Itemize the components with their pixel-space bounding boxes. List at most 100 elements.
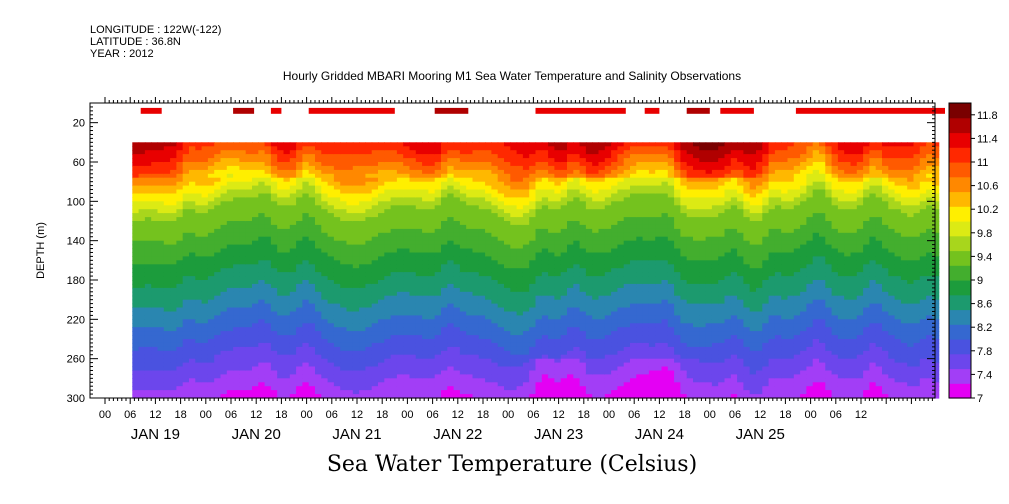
heatmap-cell: [346, 162, 354, 167]
heatmap-cell: [434, 307, 442, 312]
heatmap-cell: [302, 197, 310, 202]
heatmap-cell: [422, 342, 429, 348]
heatmap-cell: [504, 177, 511, 183]
heatmap-cell: [554, 303, 562, 309]
heatmap-cell: [189, 236, 196, 242]
heatmap-cell: [163, 205, 171, 210]
heatmap-cell: [308, 386, 316, 391]
heatmap-cell: [390, 268, 398, 273]
heatmap-cell: [233, 181, 240, 187]
heatmap-cell: [529, 264, 537, 269]
heatmap-cell: [308, 181, 316, 187]
heatmap-cell: [245, 283, 253, 289]
heatmap-cell: [352, 350, 360, 356]
heatmap-cell: [447, 394, 455, 399]
heatmap-cell: [207, 244, 215, 250]
heatmap-cell: [554, 272, 562, 277]
heatmap-cell: [220, 146, 228, 151]
heatmap-cell: [466, 295, 474, 301]
heatmap-cell: [585, 327, 593, 332]
heatmap-cell: [459, 221, 467, 226]
heatmap-cell: [195, 366, 203, 371]
heatmap-cell: [321, 248, 329, 253]
header-year: YEAR : 2012: [90, 48, 154, 60]
heatmap-cell: [214, 311, 222, 316]
heatmap-cell: [201, 394, 209, 399]
heatmap-cell: [579, 165, 587, 171]
heatmap-cell: [592, 162, 600, 167]
heatmap-cell: [604, 366, 612, 371]
heatmap-cell: [459, 260, 467, 265]
heatmap-cell: [296, 339, 303, 344]
heatmap-cell: [195, 331, 203, 336]
heatmap-cell: [170, 295, 177, 301]
heatmap-cell: [333, 386, 341, 391]
heatmap-cell: [447, 280, 455, 285]
heatmap-cell: [485, 280, 492, 285]
heatmap-cell: [485, 268, 492, 273]
heatmap-cell: [233, 291, 240, 297]
heatmap-cell: [258, 307, 266, 312]
heatmap-cell: [567, 283, 574, 289]
heatmap-cell: [132, 162, 140, 167]
heatmap-cell: [567, 201, 574, 206]
heatmap-cell: [522, 189, 530, 194]
heatmap-cell: [157, 327, 165, 332]
heatmap-cell: [415, 370, 423, 375]
heatmap-cell: [447, 307, 455, 312]
heatmap-cell: [359, 280, 366, 285]
heatmap-cell: [548, 339, 555, 344]
heatmap-cell: [340, 189, 348, 194]
heatmap-cell: [472, 228, 480, 234]
heatmap-cell: [201, 327, 209, 332]
heatmap-cell: [352, 150, 360, 155]
heatmap-cell: [396, 185, 404, 191]
heatmap-cell: [409, 378, 417, 383]
heatmap-cell: [466, 209, 474, 214]
heatmap-cell: [516, 260, 524, 265]
heatmap-cell: [415, 201, 423, 206]
heatmap-cell: [371, 339, 379, 344]
heatmap-cell: [296, 154, 303, 159]
heatmap-cell: [207, 276, 215, 281]
heatmap-cell: [151, 390, 159, 395]
heatmap-cell: [497, 276, 505, 281]
heatmap-cell: [378, 185, 385, 191]
heatmap-cell: [163, 276, 171, 281]
heatmap-cell: [592, 374, 600, 379]
heatmap-cell: [163, 142, 171, 147]
heatmap-cell: [277, 280, 285, 285]
heatmap-cell: [497, 189, 505, 194]
heatmap-cell: [422, 319, 429, 324]
heatmap-cell: [579, 358, 587, 364]
heatmap-cell: [611, 244, 618, 250]
heatmap-cell: [447, 173, 455, 179]
heatmap-cell: [283, 283, 291, 289]
heatmap-cell: [352, 185, 360, 191]
heatmap-cell: [504, 303, 511, 309]
heatmap-cell: [176, 181, 184, 187]
heatmap-cell: [340, 150, 348, 155]
heatmap-cell: [163, 362, 171, 368]
heatmap-cell: [157, 303, 165, 309]
heatmap-cell: [308, 142, 316, 147]
heatmap-cell: [283, 327, 291, 332]
heatmap-cell: [548, 287, 555, 293]
heatmap-cell: [283, 240, 291, 246]
heatmap-cell: [378, 244, 385, 250]
heatmap-cell: [592, 158, 600, 163]
heatmap-cell: [415, 232, 423, 238]
heatmap-cell: [220, 335, 228, 340]
heatmap-cell: [604, 374, 612, 379]
heatmap-cell: [548, 165, 555, 171]
heatmap-cell: [157, 228, 165, 234]
heatmap-cell: [340, 240, 348, 246]
heatmap-cell: [151, 205, 159, 210]
heatmap-cell: [510, 189, 518, 194]
heatmap-cell: [592, 378, 600, 383]
heatmap-cell: [340, 327, 348, 332]
heatmap-cell: [264, 374, 272, 379]
heatmap-cell: [170, 252, 177, 257]
heatmap-cell: [541, 358, 549, 364]
heatmap-cell: [239, 154, 247, 159]
